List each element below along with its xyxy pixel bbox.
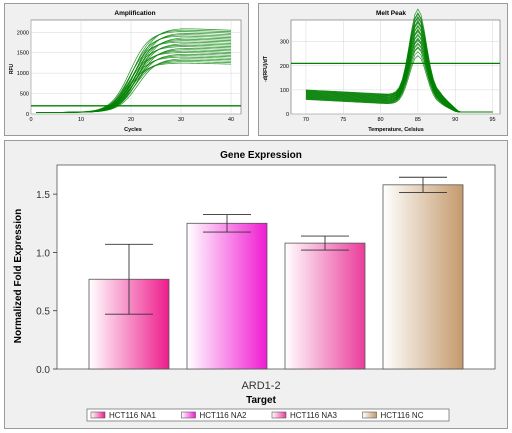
category-label: ARD1-2 xyxy=(241,380,280,392)
x-tick-label: 0 xyxy=(29,117,32,123)
y-tick-label: 0.5 xyxy=(36,307,50,318)
amplification-x-label: Cycles xyxy=(124,127,142,133)
melt-peak-chart: Melt Peak -d(RFU)/dT Temperature, Celsiu… xyxy=(263,8,501,133)
x-tick-label: 10 xyxy=(78,117,84,123)
bar-hct116-na3 xyxy=(284,242,366,370)
legend-label: HCT116 NA1 xyxy=(109,411,157,420)
legend-swatch xyxy=(181,411,196,419)
legend-swatch xyxy=(90,411,106,419)
legend-box xyxy=(86,408,450,422)
y-tick-label: 0 xyxy=(26,112,29,118)
gene-expression-plot-area: 0.0 0.5 1.0 1.5 xyxy=(36,164,496,376)
amplification-y-label: RFU xyxy=(9,63,15,74)
y-tick-label: 1500 xyxy=(17,51,29,57)
x-tick-label: 75 xyxy=(340,117,346,123)
amplification-title: Amplification xyxy=(114,10,155,17)
y-tick-label: 100 xyxy=(280,88,289,94)
melt-peak-panel: Melt Peak -d(RFU)/dT Temperature, Celsiu… xyxy=(258,3,508,136)
y-tick-label: 2000 xyxy=(17,30,29,36)
x-tick-label: 80 xyxy=(378,117,384,123)
legend: HCT116 NA1 HCT116 NA2 HCT116 NA3 HCT116 NC xyxy=(86,408,450,422)
x-tick-label: 90 xyxy=(452,117,458,123)
legend-label: HCT116 NA3 xyxy=(290,411,338,420)
gene-expression-title: Gene Expression xyxy=(220,150,302,161)
legend-label: HCT116 NC xyxy=(381,411,424,420)
curve-line xyxy=(36,37,232,113)
melt-peak-title: Melt Peak xyxy=(376,10,406,17)
curve-line xyxy=(305,13,493,113)
x-tick-label: 85 xyxy=(415,117,421,123)
y-tick-label: 1.5 xyxy=(36,190,50,201)
gene-expression-x-label: Target xyxy=(246,395,276,406)
amplification-chart: Amplification RFU Cycles 0 10 20 30 40 0 500 10… xyxy=(9,10,242,133)
y-tick-label: 0.0 xyxy=(36,365,50,376)
y-tick-label: 500 xyxy=(20,92,29,98)
x-tick-label: 20 xyxy=(128,117,134,123)
y-tick-label: 0 xyxy=(286,112,289,118)
gene-expression-chart: Gene Expression Normalized Fold Expressi… xyxy=(13,150,496,422)
melt-peak-x-label: Temperature, Celsius xyxy=(368,127,424,133)
legend-swatch xyxy=(362,411,377,419)
gene-expression-y-label: Normalized Fold Expression xyxy=(13,209,24,343)
y-tick-label: 300 xyxy=(280,40,289,46)
bar-hct116-nc xyxy=(382,184,464,370)
gene-expression-panel: Gene Expression Normalized Fold Expressi… xyxy=(4,140,508,429)
amplification-panel: Amplification RFU Cycles 0 10 20 30 40 0 500 10… xyxy=(4,3,249,136)
x-tick-label: 95 xyxy=(489,117,495,123)
melt-peak-plot-area: 70 75 80 85 90 95 0 100 200 300 xyxy=(280,8,501,123)
x-tick-label: 70 xyxy=(303,117,309,123)
x-tick-label: 40 xyxy=(228,117,234,123)
x-tick-label: 30 xyxy=(178,117,184,123)
plot-background xyxy=(30,19,242,115)
legend-label: HCT116 NA2 xyxy=(200,411,248,420)
amplification-plot-area: 0 10 20 30 40 0 500 1000 1500 2000 xyxy=(17,19,242,123)
y-tick-label: 200 xyxy=(280,64,289,70)
bar-hct116-na2 xyxy=(186,222,268,370)
legend-swatch xyxy=(271,411,287,419)
melt-peak-y-label: -d(RFU)/dT xyxy=(263,56,269,82)
y-tick-label: 1.0 xyxy=(36,248,50,259)
y-tick-label: 1000 xyxy=(17,71,29,77)
